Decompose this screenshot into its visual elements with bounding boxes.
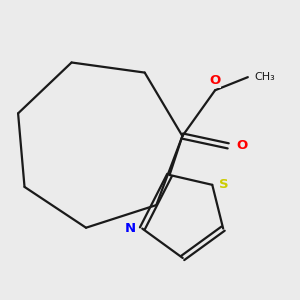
Text: S: S <box>219 178 228 191</box>
Text: N: N <box>124 222 136 235</box>
Text: O: O <box>236 140 247 152</box>
Text: CH₃: CH₃ <box>254 72 275 82</box>
Text: O: O <box>209 74 221 87</box>
